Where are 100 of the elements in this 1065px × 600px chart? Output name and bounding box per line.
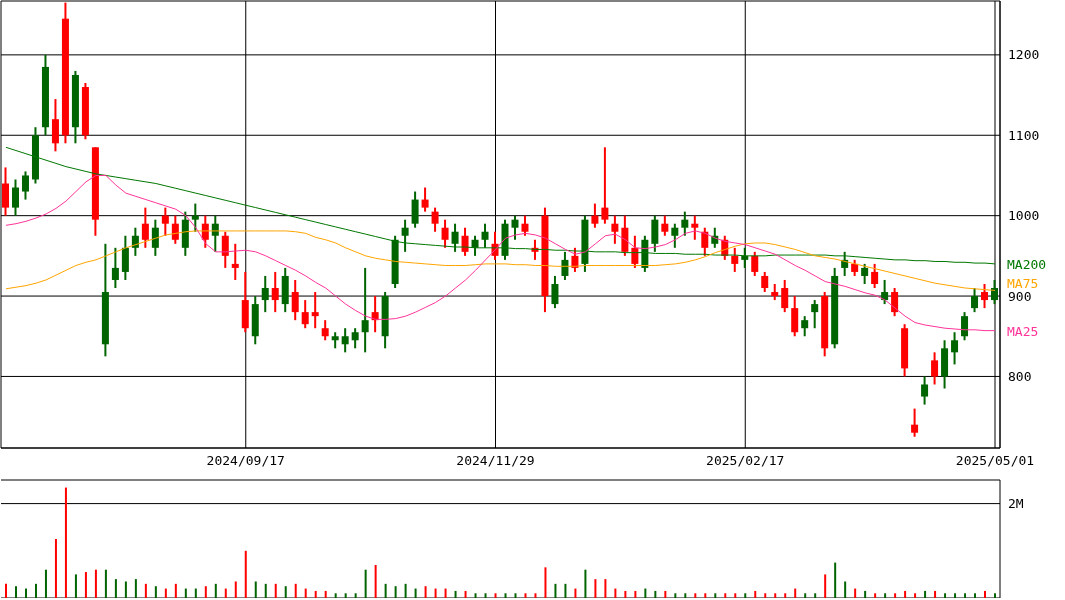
bar: [324, 590, 327, 598]
bar: [434, 588, 437, 598]
bar: [534, 593, 537, 598]
bar: [914, 593, 917, 598]
bar: [194, 588, 197, 598]
bar: [554, 583, 557, 598]
bar: [564, 583, 567, 598]
bar: [774, 593, 777, 598]
bar: [204, 586, 207, 598]
bar: [524, 593, 527, 598]
bar: [664, 590, 667, 598]
bar: [84, 572, 87, 598]
bar: [724, 593, 727, 598]
bar: [44, 569, 47, 598]
bar: [504, 593, 507, 598]
bar: [734, 593, 737, 598]
bar: [584, 569, 587, 598]
y-tick-label: 2M: [1008, 496, 1024, 512]
bar: [804, 593, 807, 598]
bar: [924, 590, 927, 598]
bar: [954, 593, 957, 598]
y-tick-label: 1200: [1008, 47, 1040, 63]
bar: [904, 590, 907, 598]
bar: [124, 581, 127, 598]
bar: [94, 569, 97, 598]
bar: [284, 586, 287, 598]
bar: [364, 569, 367, 598]
bar: [844, 581, 847, 598]
bar: [164, 588, 167, 598]
bar: [864, 590, 867, 598]
bar: [794, 588, 797, 598]
bar: [24, 588, 27, 598]
bar: [674, 593, 677, 598]
bar: [944, 593, 947, 598]
bar: [424, 586, 427, 598]
x-tick-label: 2024/09/17: [206, 453, 285, 469]
bar: [594, 579, 597, 598]
bar: [404, 583, 407, 598]
bar: [464, 590, 467, 598]
bar: [784, 593, 787, 598]
bar: [244, 550, 247, 598]
bar: [484, 593, 487, 598]
bar: [134, 579, 137, 598]
bar: [34, 583, 37, 598]
bar: [754, 590, 757, 598]
x-tick-label: 2025/05/01: [955, 453, 1035, 469]
bar: [854, 588, 857, 598]
bar: [814, 593, 817, 598]
bar: [824, 574, 827, 598]
bar: [994, 593, 997, 598]
bar: [184, 588, 187, 598]
bar: [474, 593, 477, 598]
y-tick-label: 800: [1008, 369, 1032, 385]
bar: [684, 593, 687, 598]
bar: [314, 590, 317, 598]
bar: [234, 581, 237, 598]
bar: [54, 539, 57, 598]
series-label: MA200: [1007, 256, 1047, 272]
bar: [274, 583, 277, 598]
bar: [254, 581, 257, 598]
bar: [414, 588, 417, 598]
bar: [974, 593, 977, 598]
bar: [64, 487, 67, 598]
x-tick-label: 2025/02/17: [706, 453, 785, 469]
bar: [154, 586, 157, 598]
bar: [334, 593, 337, 598]
y-tick-label: 1100: [1008, 127, 1040, 143]
bar: [104, 569, 107, 598]
bar: [384, 583, 387, 598]
bar: [344, 593, 347, 598]
bar: [634, 590, 637, 598]
bar: [604, 579, 607, 598]
bar: [5, 583, 7, 598]
bar: [964, 593, 967, 598]
bar: [644, 588, 647, 598]
bar: [694, 593, 697, 598]
bar: [114, 579, 117, 598]
bar: [264, 583, 267, 598]
bar: [544, 567, 547, 598]
bar: [624, 590, 627, 598]
bar: [74, 574, 77, 598]
bar: [304, 588, 307, 598]
bar: [514, 593, 517, 598]
bar: [874, 593, 877, 598]
bar: [744, 593, 747, 598]
bar: [224, 588, 227, 598]
series-label: MA25: [1007, 323, 1039, 339]
bar: [654, 590, 657, 598]
bar: [714, 593, 717, 598]
bar: [494, 593, 497, 598]
bar: [174, 583, 177, 598]
y-tick-label: 1000: [1008, 208, 1040, 224]
bar: [444, 588, 447, 598]
bar: [704, 593, 707, 598]
bar: [614, 588, 617, 598]
bar: [834, 562, 837, 598]
bar: [884, 593, 887, 598]
x-tick-label: 2024/11/29: [456, 453, 535, 469]
bar: [574, 588, 577, 598]
bar: [454, 590, 457, 598]
